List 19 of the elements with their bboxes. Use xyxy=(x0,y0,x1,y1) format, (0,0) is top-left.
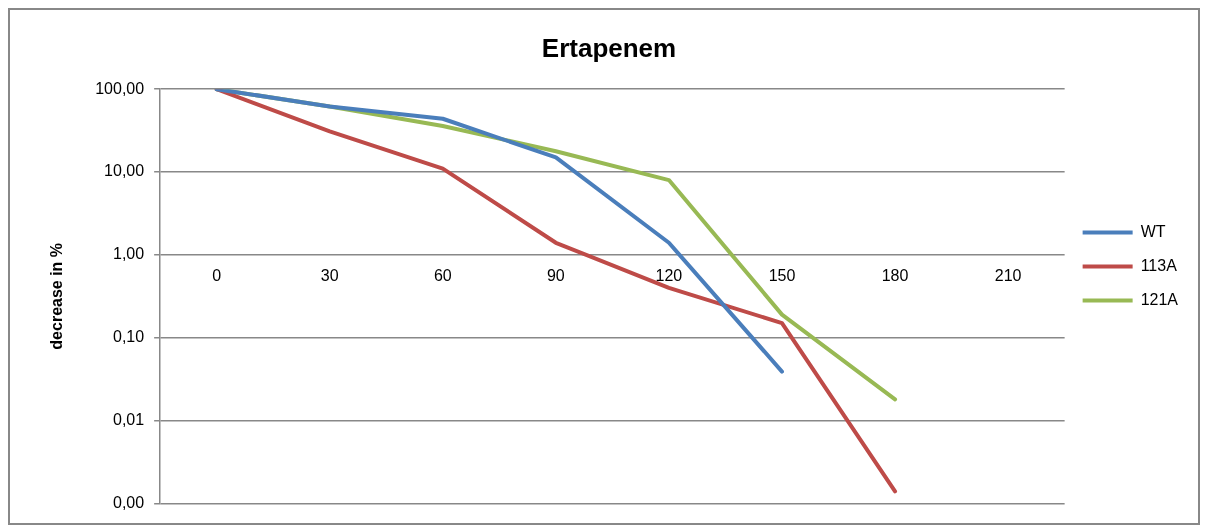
y-tick-label: 0,10 xyxy=(113,328,145,346)
legend-label: 121A xyxy=(1140,290,1179,308)
x-tick-label: 180 xyxy=(881,266,909,284)
x-tick-label: 210 xyxy=(994,266,1022,284)
y-axis-title: decrease in % xyxy=(48,242,66,350)
x-tick-label: 90 xyxy=(546,266,565,284)
x-tick-label: 120 xyxy=(655,266,683,284)
x-tick-label: 30 xyxy=(320,266,339,284)
x-tick-label: 150 xyxy=(768,266,796,284)
legend-label: 113A xyxy=(1140,256,1178,274)
chart-title: Ertapenem xyxy=(541,32,677,63)
y-tick-label: 0,01 xyxy=(113,410,145,428)
x-tick-label: 0 xyxy=(212,266,222,284)
y-tick-label: 10,00 xyxy=(104,162,145,180)
y-tick-label: 0,00 xyxy=(113,493,145,511)
y-tick-label: 1,00 xyxy=(113,245,145,263)
legend-label: WT xyxy=(1140,222,1166,240)
x-tick-label: 60 xyxy=(433,266,452,284)
y-tick-label: 100,00 xyxy=(95,79,145,97)
